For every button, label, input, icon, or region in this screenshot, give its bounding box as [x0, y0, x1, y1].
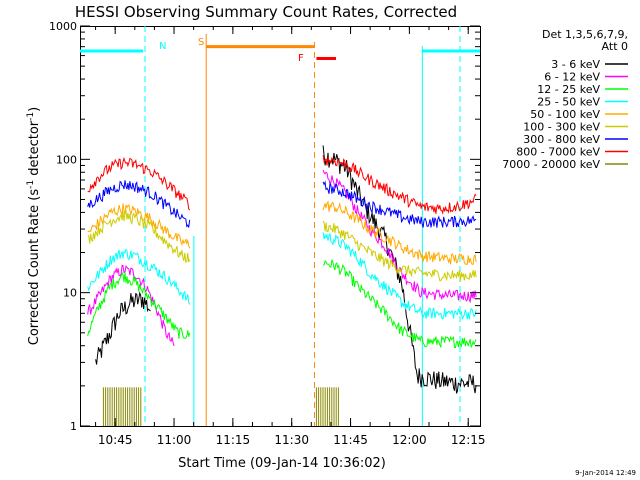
legend-label: 50 - 100 keV: [530, 108, 600, 121]
series-50-100-kev-segment-1: [87, 203, 191, 249]
x-tick-label: 12:00: [392, 433, 427, 447]
plot-frame: [80, 26, 481, 427]
series-300-800-kev-segment-2: [322, 180, 477, 228]
series-300-800-kev-segment-1: [87, 180, 191, 228]
series-3-6-kev-segment-2: [322, 145, 477, 394]
y-axis-label: Corrected Count Rate (s-1 detector-1): [26, 107, 42, 345]
legend-label: 25 - 50 keV: [537, 96, 600, 109]
flare-marker-label: F: [298, 53, 304, 64]
series-3-6-kev-segment-1: [95, 291, 151, 365]
legend-header-2: Att 0: [602, 40, 628, 53]
legend-header-1: Det 1,3,5,6,7,9,: [542, 28, 628, 41]
series-25-50-kev-segment-1: [87, 248, 191, 305]
timestamp: 9-Jan-2014 12:49: [575, 469, 636, 477]
x-tick-label: 10:45: [98, 433, 133, 447]
series-6-12-kev-segment-1: [87, 264, 175, 347]
x-tick-label: 11:45: [333, 433, 368, 447]
legend-label: 300 - 800 keV: [523, 133, 600, 146]
legend-label: 800 - 7000 keV: [516, 146, 600, 159]
series-25-50-kev-segment-2: [322, 232, 477, 321]
series-12-25-kev-segment-2: [322, 259, 477, 349]
series-100-300-kev-segment-1: [87, 209, 191, 264]
series-800-7000-kev-segment-1: [87, 156, 191, 211]
series-100-300-kev-segment-2: [322, 220, 477, 282]
x-tick-label: 12:15: [451, 433, 486, 447]
series-800-7000-kev-segment-2: [322, 155, 477, 215]
tick-layer: 1 10 100 1000 10:45 11:00 11:15 11:30 11:45 12:00…: [49, 20, 486, 447]
legend-label: 7000 - 20000 keV: [502, 158, 600, 171]
x-tick-label: 11:15: [216, 433, 251, 447]
legend-label: 100 - 300 keV: [523, 121, 600, 134]
y-tick-label: 1000: [49, 20, 77, 33]
saa-start-marker-label: S: [198, 37, 204, 48]
y-tick-label: 1: [70, 420, 77, 433]
night-marker-label: N: [159, 41, 166, 52]
data-layer: [80, 26, 480, 426]
legend-label: 12 - 25 keV: [537, 83, 600, 96]
x-tick-label: 11:00: [157, 433, 192, 447]
x-tick-label: 11:30: [274, 433, 309, 447]
y-tick-label: 100: [56, 153, 77, 166]
legend-label: 6 - 12 keV: [544, 71, 600, 84]
y-tick-label: 10: [63, 287, 77, 300]
series-50-100-kev-segment-2: [322, 200, 477, 265]
legend-label: 3 - 6 keV: [551, 58, 600, 71]
x-axis-label: Start Time (09-Jan-14 10:36:02): [178, 456, 386, 471]
chart-title: HESSI Observing Summary Count Rates, Cor…: [75, 3, 457, 21]
series-12-25-kev-segment-1: [87, 271, 191, 339]
